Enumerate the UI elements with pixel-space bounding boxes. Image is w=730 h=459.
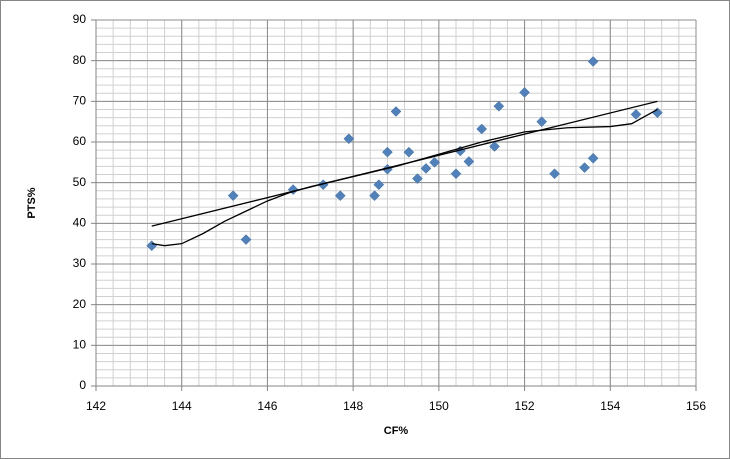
y-tick-label: 50: [73, 175, 87, 189]
data-point: [429, 156, 440, 168]
x-tick-label: 144: [172, 399, 192, 413]
data-point: [587, 152, 599, 164]
y-tick-label: 10: [73, 338, 87, 352]
x-tick-label: 148: [343, 399, 363, 413]
x-axis-label: CF%: [384, 425, 409, 437]
data-point: [549, 168, 560, 180]
data-point: [369, 190, 380, 202]
data-point: [519, 87, 530, 98]
data-point: [390, 106, 402, 117]
data-point: [227, 190, 239, 202]
data-point: [412, 173, 423, 184]
x-tick-label: 154: [600, 399, 620, 413]
data-point: [334, 190, 346, 202]
data-point: [382, 146, 393, 158]
data-point: [579, 162, 590, 173]
data-point: [489, 141, 500, 152]
y-tick-label: 0: [79, 378, 86, 392]
data-point: [476, 123, 488, 135]
data-point: [373, 179, 385, 191]
x-tick-label: 150: [429, 399, 449, 413]
x-tick-label: 156: [686, 399, 706, 413]
data-point: [403, 146, 415, 158]
data-point: [450, 168, 462, 180]
data-point: [420, 163, 432, 174]
data-point: [536, 116, 548, 128]
trend-line: [151, 108, 658, 247]
y-tick-label: 20: [73, 297, 87, 311]
x-tick-label: 146: [257, 399, 277, 413]
data-point: [493, 100, 505, 112]
y-tick-label: 30: [73, 256, 87, 270]
y-tick-label: 70: [73, 94, 87, 108]
data-point: [240, 234, 252, 245]
y-tick-label: 60: [73, 134, 87, 148]
data-point: [343, 133, 355, 145]
data-point: [630, 108, 642, 120]
y-tick-label: 90: [73, 12, 87, 26]
data-point: [587, 56, 599, 67]
x-tick-label: 142: [86, 399, 106, 413]
y-axis-label: PTS%: [26, 187, 38, 218]
data-point: [463, 156, 475, 167]
y-tick-label: 40: [73, 216, 87, 230]
y-tick-label: 80: [73, 53, 87, 67]
x-tick-label: 152: [515, 399, 535, 413]
